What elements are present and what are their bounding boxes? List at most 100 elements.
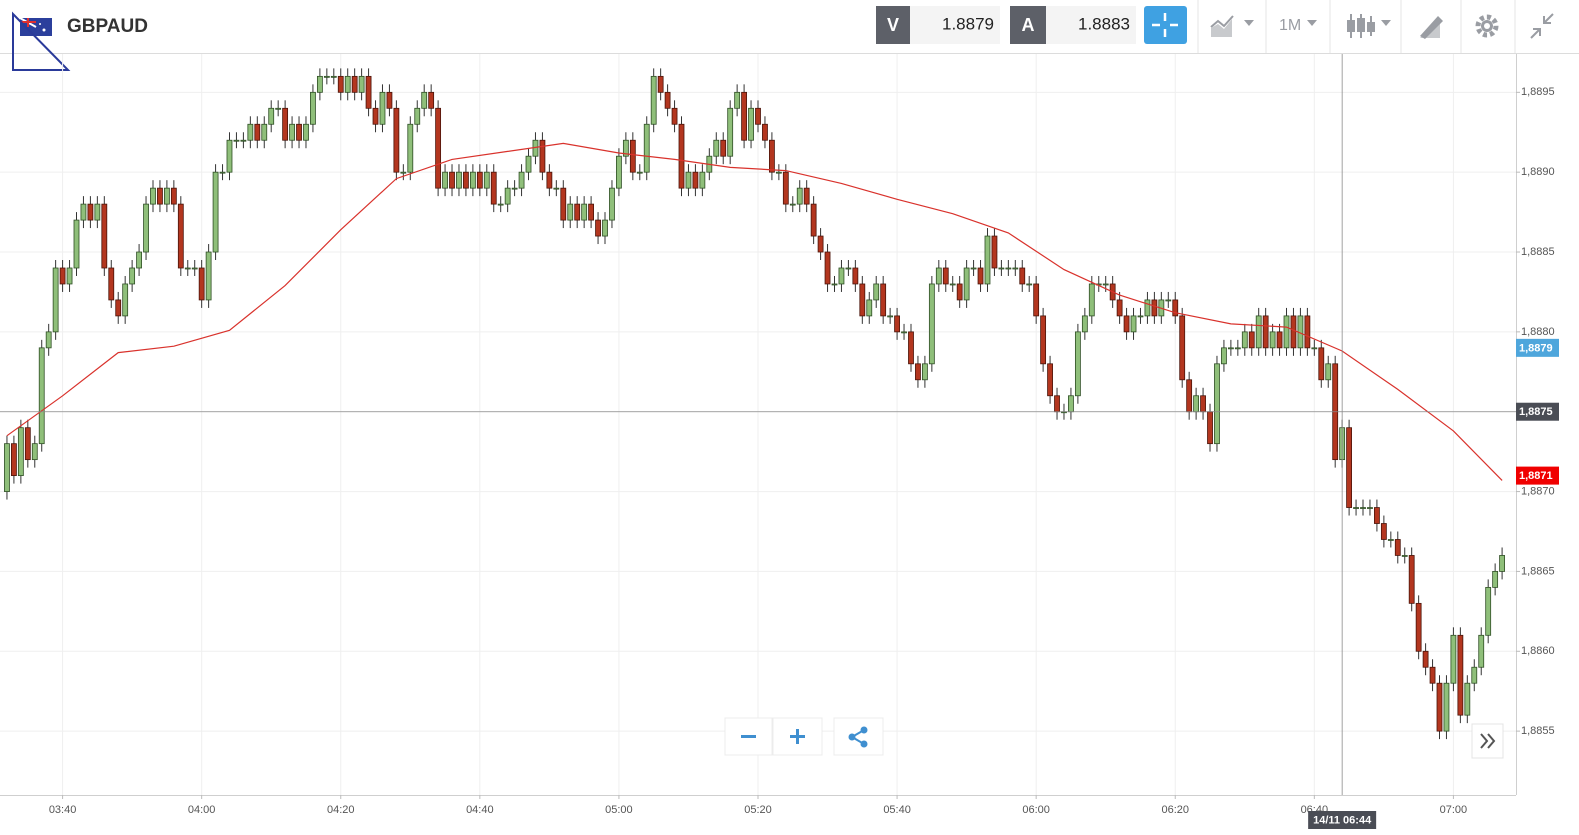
- crosshair-button[interactable]: [1144, 6, 1187, 44]
- candle-body: [782, 171, 789, 205]
- candle: [1290, 307, 1297, 356]
- timeframe: 1M: [1279, 17, 1301, 34]
- candle-body: [838, 267, 845, 285]
- candle-body: [1360, 507, 1366, 509]
- candle: [921, 355, 928, 388]
- candle: [643, 116, 650, 181]
- candle-body: [330, 75, 337, 78]
- candle-body: [803, 187, 810, 205]
- chart-type-button[interactable]: [1210, 15, 1254, 37]
- candle: [80, 196, 87, 229]
- candle: [344, 68, 351, 101]
- timeframe-button[interactable]: 1M: [1279, 17, 1317, 34]
- scroll-right-button[interactable]: [1471, 723, 1504, 759]
- candle-body: [727, 107, 734, 157]
- candle-body: [24, 427, 31, 461]
- candle: [52, 260, 59, 340]
- candle: [1054, 387, 1060, 420]
- candle-body: [1325, 363, 1332, 381]
- candle: [1179, 307, 1186, 388]
- candle: [310, 84, 316, 133]
- candle-body: [671, 107, 678, 125]
- candle: [1367, 499, 1373, 516]
- candle-body: [205, 251, 212, 301]
- candle: [469, 164, 476, 197]
- candle-body: [1380, 523, 1387, 540]
- x-tick-label: 03:40: [49, 804, 77, 816]
- candle-body: [1221, 347, 1227, 365]
- candle-body: [1227, 347, 1234, 350]
- candle-body: [365, 75, 372, 109]
- candles-button[interactable]: [1347, 14, 1391, 38]
- candle-body: [518, 171, 525, 189]
- y-tick-label: 1,8880: [1521, 326, 1555, 338]
- candle-body: [379, 91, 386, 125]
- candle: [365, 68, 372, 117]
- candle: [539, 132, 546, 181]
- zoom-in-button[interactable]: [772, 717, 823, 756]
- candle: [859, 275, 866, 324]
- candle-body: [316, 75, 323, 93]
- draw-button[interactable]: [1420, 16, 1443, 39]
- candle-body: [1415, 602, 1422, 652]
- y-tick-label: 1,8865: [1521, 565, 1555, 577]
- candle: [852, 260, 859, 292]
- zoom-out-button[interactable]: [724, 717, 773, 756]
- settings-button[interactable]: [1475, 14, 1499, 38]
- candle: [1144, 291, 1151, 324]
- candle: [1221, 339, 1227, 372]
- grid: 1,8855 1,8860 1,8865 1,8870 1,8875 1,8880 1,88…: [0, 54, 1555, 816]
- x-tick-label: 06:20: [1161, 804, 1189, 816]
- candle: [1151, 291, 1158, 324]
- candle-body: [1401, 555, 1408, 557]
- candle: [1311, 339, 1318, 356]
- candle: [372, 100, 379, 133]
- share-button[interactable]: [833, 717, 884, 756]
- candle: [1207, 403, 1213, 452]
- candle: [949, 275, 956, 292]
- candle: [622, 132, 629, 165]
- candle-body: [685, 171, 692, 189]
- candle-body: [699, 171, 706, 189]
- x-tick-label: 04:20: [327, 804, 355, 816]
- candle-body: [226, 139, 233, 173]
- candle: [1026, 275, 1033, 292]
- collapse-button[interactable]: [1530, 13, 1554, 39]
- candle-body: [574, 203, 581, 221]
- candle: [1374, 499, 1380, 532]
- candle: [1081, 307, 1088, 340]
- x-tick-label: 05:00: [605, 804, 633, 816]
- candle: [595, 212, 601, 245]
- candle: [1248, 323, 1255, 356]
- sell-button[interactable]: V 1.8879: [876, 6, 1000, 44]
- candle-body: [240, 139, 247, 142]
- candle: [1123, 307, 1130, 340]
- candle-body: [908, 331, 914, 365]
- x-tick-label: 04:40: [466, 804, 494, 816]
- candle-body: [810, 203, 817, 237]
- candle-body: [796, 187, 803, 205]
- candle: [456, 164, 462, 197]
- candle-body: [873, 283, 880, 301]
- y-tick-label: 1,8860: [1521, 645, 1555, 657]
- candle: [1318, 339, 1325, 388]
- x-tick-label: 07:00: [1440, 804, 1468, 816]
- candle-body: [1353, 507, 1359, 509]
- candle: [275, 100, 282, 117]
- candle-body: [1304, 315, 1311, 349]
- candle-body: [553, 187, 560, 190]
- candle: [254, 116, 261, 149]
- candle: [351, 68, 358, 101]
- candle: [741, 84, 747, 149]
- candle-body: [1311, 347, 1318, 350]
- candle: [699, 164, 706, 197]
- candle-body: [1318, 347, 1325, 381]
- candle: [184, 260, 191, 276]
- candle: [150, 180, 156, 213]
- candle: [762, 116, 768, 149]
- buy-button[interactable]: A 1.8883: [1010, 6, 1136, 44]
- candle-body: [289, 123, 295, 141]
- candle: [1095, 275, 1102, 292]
- candle: [1137, 307, 1144, 324]
- candle-body: [108, 267, 115, 301]
